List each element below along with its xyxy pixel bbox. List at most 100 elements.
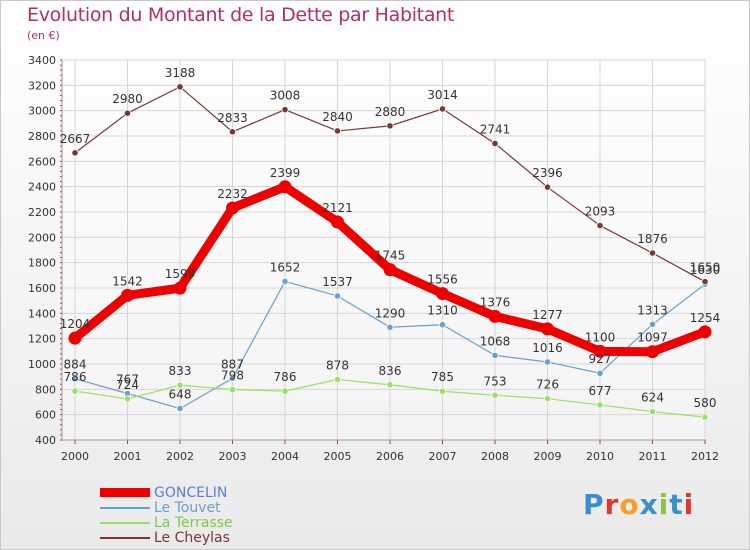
data-label: 786	[274, 370, 297, 384]
y-tick-label: 1400	[28, 307, 56, 320]
data-point	[176, 404, 184, 413]
y-tick-label: 3200	[28, 79, 56, 92]
data-point	[281, 277, 289, 286]
x-tick-label: 2010	[586, 450, 614, 463]
legend-swatch	[100, 506, 150, 509]
data-point	[281, 387, 289, 395]
data-label: 1652	[270, 260, 301, 274]
data-label: 1650	[690, 261, 721, 275]
chart-title: Evolution du Montant de la Dette par Hab…	[27, 4, 455, 26]
y-tick-label: 800	[35, 383, 56, 396]
data-label: 887	[221, 357, 244, 371]
legend-swatch	[100, 536, 150, 539]
data-point	[596, 369, 604, 377]
data-label: 724	[116, 378, 139, 392]
data-point	[68, 331, 82, 345]
legend-label: La Terrasse	[154, 514, 233, 531]
data-label: 753	[484, 374, 507, 388]
data-label: 2093	[585, 205, 616, 219]
y-tick-label: 2200	[28, 206, 56, 219]
data-point	[543, 358, 552, 366]
y-tick-label: 400	[35, 434, 56, 447]
logo-letter: r	[604, 488, 620, 521]
data-point	[541, 322, 554, 336]
data-point	[228, 374, 237, 382]
data-point	[228, 128, 237, 136]
data-label: 2840	[322, 110, 353, 124]
data-point	[436, 287, 449, 301]
data-label: 648	[169, 388, 192, 402]
y-tick-label: 2600	[28, 155, 56, 168]
y-tick-label: 600	[35, 409, 56, 422]
logo-letter: x	[639, 488, 659, 521]
data-point	[333, 375, 342, 384]
data-point	[278, 180, 292, 194]
data-label: 1016	[532, 341, 563, 355]
data-label: 624	[641, 391, 664, 405]
data-label: 3008	[270, 89, 301, 103]
x-tick-label: 2009	[534, 450, 562, 463]
x-tick-label: 2001	[114, 450, 142, 463]
y-tick-label: 2800	[28, 130, 56, 143]
data-label: 833	[169, 364, 192, 378]
x-tick-label: 2008	[481, 450, 509, 463]
data-label: 2833	[217, 111, 248, 125]
data-point	[333, 127, 342, 135]
data-point	[386, 381, 394, 389]
data-label: 1376	[480, 295, 511, 309]
x-tick-label: 2011	[639, 450, 667, 463]
data-point	[71, 387, 79, 395]
data-label: 1068	[480, 334, 511, 348]
data-point	[488, 309, 502, 323]
data-point	[176, 381, 184, 389]
data-point	[646, 345, 659, 359]
data-label: 1630	[690, 263, 721, 277]
plot-area	[62, 60, 706, 440]
data-point	[228, 385, 237, 394]
data-label: 786	[64, 370, 87, 384]
data-label: 2667	[60, 132, 91, 146]
data-point	[438, 321, 447, 329]
data-point	[701, 278, 709, 286]
data-label: 677	[589, 384, 612, 398]
data-label: 2980	[112, 92, 143, 106]
legend-item: Le Cheylas	[100, 530, 233, 545]
data-point	[701, 413, 709, 421]
data-point	[226, 201, 239, 215]
data-label: 3014	[427, 88, 458, 102]
data-point	[71, 149, 79, 157]
legend-swatch	[100, 488, 150, 497]
data-point	[543, 395, 552, 403]
logo-letter: P	[583, 488, 605, 521]
data-point	[596, 401, 604, 409]
data-label: 927	[589, 352, 612, 366]
data-point	[698, 325, 712, 339]
data-point	[543, 183, 552, 191]
legend-item: GONCELIN	[100, 485, 233, 500]
data-point	[386, 122, 394, 130]
legend-item: Le Touvet	[100, 500, 233, 515]
data-point	[383, 263, 397, 277]
data-label: 1599	[165, 267, 196, 281]
data-point	[123, 109, 132, 117]
data-label: 580	[694, 396, 717, 410]
data-label: 836	[379, 364, 402, 378]
proxiti-logo: Proxiti	[583, 488, 694, 521]
y-tick-label: 2400	[28, 181, 56, 194]
x-tick-label: 2002	[166, 450, 194, 463]
data-label: 3188	[165, 66, 196, 80]
x-tick-label: 2003	[219, 450, 247, 463]
y-tick-label: 1000	[28, 358, 56, 371]
legend-label: Le Touvet	[154, 499, 221, 516]
data-label: 1745	[375, 249, 406, 263]
data-label: 878	[326, 358, 349, 372]
x-tick-label: 2004	[271, 450, 299, 463]
logo-letter: i	[683, 488, 695, 521]
data-point	[491, 391, 499, 399]
data-label: 2396	[532, 166, 563, 180]
y-tick-label: 1200	[28, 333, 56, 346]
y-tick-label: 1600	[28, 282, 56, 295]
data-point	[438, 387, 447, 395]
